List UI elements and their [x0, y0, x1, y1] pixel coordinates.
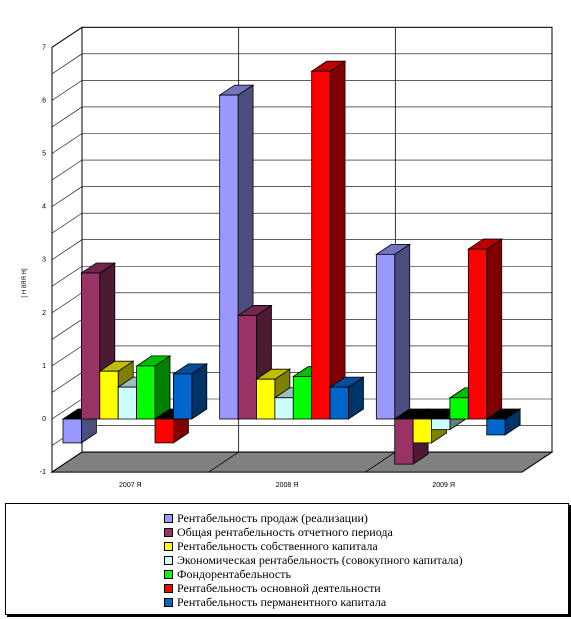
legend-label: Рентабельность продаж (реализации) — [177, 510, 368, 525]
y-tick-label: 5 — [42, 151, 46, 158]
floor — [50, 451, 554, 473]
legend-swatch — [164, 569, 173, 579]
y-tick-label: 3 — [42, 257, 46, 264]
legend-swatch — [164, 597, 173, 607]
bar — [485, 408, 522, 436]
y-tick-label: 7 — [42, 44, 46, 51]
chart-legend: Рентабельность продаж (реализации) Общая … — [5, 503, 569, 615]
legend-label: Рентабельность основной деятельности — [177, 580, 381, 595]
y-tick-label: 2 — [42, 310, 46, 317]
legend-swatch — [164, 583, 173, 593]
legend-label: Экономическая рентабельность (совокупног… — [177, 552, 463, 567]
bar — [375, 243, 412, 420]
bar-group — [61, 60, 522, 465]
legend-item: Рентабельность перманентного капитала — [164, 595, 568, 609]
y-axis-label: [ Н 8ЯЯ Н] — [22, 268, 28, 297]
legend-item: Рентабельность собственного капитала — [164, 539, 568, 553]
legend-label: Рентабельность собственного капитала — [177, 538, 378, 553]
chart-plot: -1 0 1 2 3 4 5 6 7 2007 Я 2008 Я 2009 Я [ Н 8ЯЯ Н] — [22, 26, 554, 489]
legend-item: Рентабельность основной деятельности — [164, 581, 568, 595]
y-axis-ticks: -1 0 1 2 3 4 5 6 7 — [40, 44, 46, 476]
bar — [135, 355, 172, 420]
y-tick-label: 6 — [42, 97, 46, 104]
bar — [328, 376, 365, 420]
y-tick-label: 0 — [42, 416, 46, 423]
bar — [310, 60, 347, 420]
legend-swatch — [164, 527, 173, 537]
floor-divider — [208, 451, 239, 473]
bar — [172, 363, 209, 420]
y-tick-label: 1 — [42, 363, 46, 370]
legend-item: Общая рентабельность отчетного периода — [164, 525, 568, 539]
legend-swatch — [164, 555, 173, 565]
legend-swatch — [164, 541, 173, 551]
x-tick-label: 2007 Я — [119, 482, 142, 489]
legend-item: Фондорентабельность — [164, 567, 568, 581]
legend-list: Рентабельность продаж (реализации) Общая … — [6, 504, 568, 609]
legend-item: Рентабельность продаж (реализации) — [164, 511, 568, 525]
legend-label: Рентабельность перманентного капитала — [177, 594, 387, 609]
legend-item: Экономическая рентабельность (совокупног… — [164, 553, 568, 567]
chart-floor — [50, 451, 554, 473]
x-tick-label: 2008 Я — [276, 482, 299, 489]
floor-divider — [365, 451, 396, 473]
x-tick-label: 2009 Я — [432, 482, 455, 489]
legend-label: Фондорентабельность — [177, 566, 291, 581]
bar — [467, 238, 504, 420]
x-axis-labels: 2007 Я 2008 Я 2009 Я — [119, 482, 455, 489]
legend-label: Общая рентабельность отчетного периода — [177, 524, 393, 539]
legend-swatch — [164, 513, 173, 523]
y-tick-label: -1 — [40, 469, 46, 476]
y-tick-label: 4 — [42, 204, 46, 211]
